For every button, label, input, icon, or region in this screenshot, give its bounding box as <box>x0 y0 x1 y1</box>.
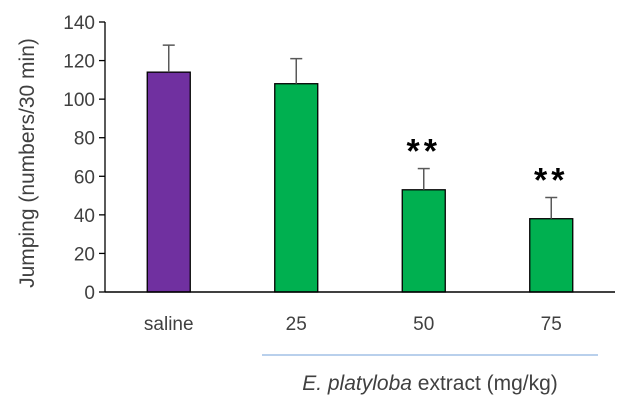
y-tick-label: 120 <box>63 52 95 73</box>
y-axis-label: Jumping (numbers/30 min) <box>16 38 39 288</box>
significance-mark-75: ** <box>534 162 568 200</box>
y-tick-label: 0 <box>84 283 95 304</box>
plot-area: 0 20 40 60 80 100 120 140 saline 25 50 ** 75 ** <box>63 13 615 335</box>
x-axis-label-rest: extract (mg/kg) <box>412 372 558 395</box>
y-tick-label: 100 <box>63 90 95 111</box>
significance-mark-50: ** <box>407 133 441 171</box>
y-tick-label: 60 <box>74 167 95 188</box>
y-tick-label: 80 <box>74 129 95 150</box>
x-axis-label-italic: E. platyloba <box>302 372 412 395</box>
x-axis-label: E. platyloba extract (mg/kg) <box>302 372 558 395</box>
bar-50 <box>401 189 446 293</box>
y-tick-label: 20 <box>74 244 95 265</box>
x-tick-label-75: 75 <box>541 314 562 335</box>
bar-saline <box>146 71 191 293</box>
bar-75 <box>529 218 574 293</box>
x-tick-label-25: 25 <box>286 314 307 335</box>
bar-25 <box>274 83 319 293</box>
x-tick-label-saline: saline <box>144 314 194 335</box>
x-tick-label-50: 50 <box>413 314 434 335</box>
y-tick-label: 140 <box>63 13 95 34</box>
y-tick-label: 40 <box>74 206 95 227</box>
